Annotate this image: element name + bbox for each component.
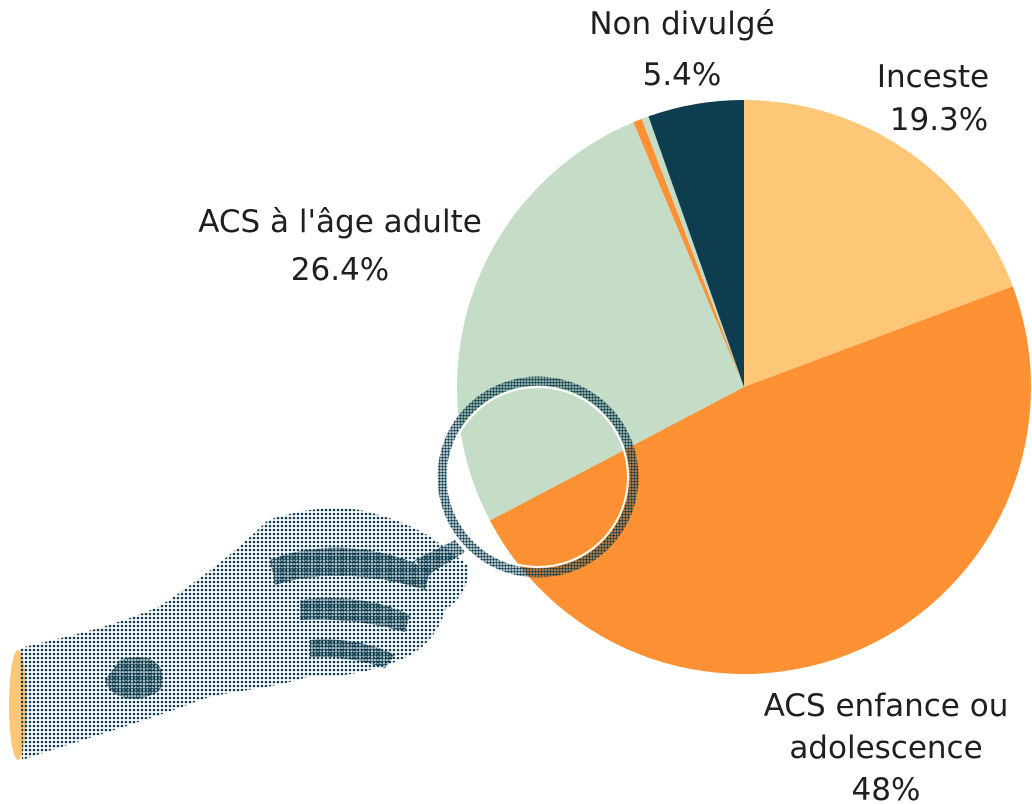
- label-acs-adulte-name: ACS à l'âge adulte: [198, 204, 482, 240]
- label-acs-adulte-pct: 26.4%: [291, 252, 389, 288]
- label-acs-enfance-line1: ACS enfance ou: [764, 688, 1009, 724]
- label-acs-enfance-line2: adolescence: [789, 730, 982, 766]
- label-non-divulge-name: Non divulgé: [589, 6, 774, 42]
- label-inceste-pct: 19.3%: [890, 102, 988, 138]
- label-non-divulge-pct: 5.4%: [643, 57, 722, 93]
- label-acs-enfance-pct: 48%: [852, 772, 921, 804]
- label-inceste-name: Inceste: [877, 59, 989, 95]
